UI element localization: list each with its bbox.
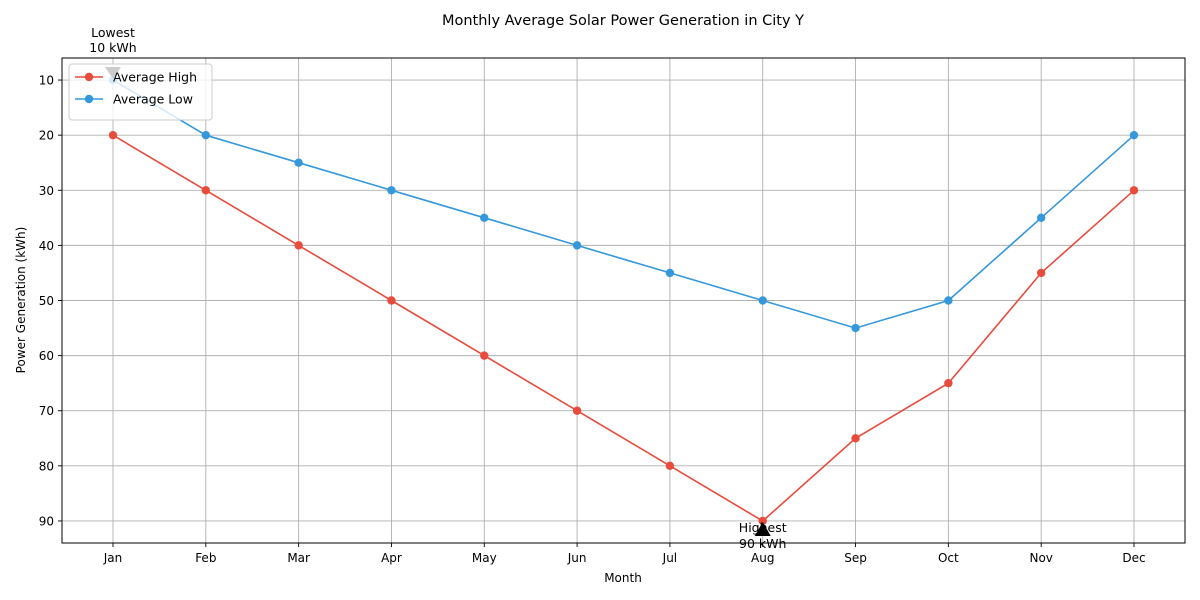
data-point xyxy=(758,296,767,305)
data-point xyxy=(1036,268,1046,278)
x-tick-label: Mar xyxy=(287,551,310,565)
data-point xyxy=(1129,186,1139,195)
series-lines xyxy=(108,75,1139,526)
legend-swatch-marker xyxy=(84,72,94,82)
data-point xyxy=(387,186,396,195)
x-tick-label: Nov xyxy=(1029,551,1052,565)
legend-box xyxy=(68,63,213,121)
y-tick-label: 10 xyxy=(39,74,54,88)
series-line xyxy=(112,134,1135,522)
legend-label: Average High xyxy=(113,70,197,85)
data-point xyxy=(572,241,582,250)
data-point xyxy=(665,268,675,278)
annotation-label: Lowest xyxy=(91,25,135,40)
y-tick-label: 50 xyxy=(39,294,54,308)
series-line xyxy=(112,79,1135,329)
chart-title: Monthly Average Solar Power Generation i… xyxy=(442,13,804,29)
x-tick-label: Oct xyxy=(938,551,959,565)
data-point xyxy=(758,516,767,526)
data-point xyxy=(1129,130,1139,140)
annotation-arrow xyxy=(754,521,771,536)
data-point xyxy=(480,351,489,360)
data-point xyxy=(294,241,303,250)
legend: Average High Average Low xyxy=(68,63,213,121)
x-tick-label: Jan xyxy=(103,551,123,565)
y-tick-label: 40 xyxy=(39,239,54,253)
x-tick-label: Sep xyxy=(844,551,867,565)
x-tick-label: Apr xyxy=(381,551,402,565)
data-point xyxy=(851,323,860,333)
y-tick-label: 90 xyxy=(39,514,54,528)
data-point xyxy=(108,130,118,140)
data-point xyxy=(851,434,860,443)
data-point xyxy=(294,158,303,167)
annotation-label: Highest xyxy=(739,520,787,535)
data-point xyxy=(201,130,211,140)
data-point xyxy=(480,213,489,223)
annotation-value: 10 kWh xyxy=(89,40,136,55)
x-tick-label: Aug xyxy=(751,551,774,565)
y-tick-label: 20 xyxy=(39,129,54,143)
axis-ticks: Jan Feb Mar Apr May Jun Jul Aug Sep Oct Nov Dec 10 20… xyxy=(39,74,1146,565)
x-tick-label: Feb xyxy=(195,551,216,565)
x-tick-label: Jul xyxy=(662,551,677,565)
data-point xyxy=(944,296,953,305)
y-tick-label: 80 xyxy=(39,459,54,473)
y-tick-label: 30 xyxy=(39,184,54,198)
data-point xyxy=(1036,213,1046,223)
data-point xyxy=(944,378,953,388)
y-axis-label: Power Generation (kWh) xyxy=(14,227,28,374)
x-tick-label: Jun xyxy=(567,551,587,565)
annotation-value: 90 kWh xyxy=(739,536,786,551)
data-point xyxy=(387,296,396,305)
x-tick-label: Dec xyxy=(1122,551,1145,565)
x-tick-label: May xyxy=(472,551,497,565)
legend-label: Average Low xyxy=(113,92,193,107)
grid xyxy=(62,58,1185,543)
data-point xyxy=(665,461,675,471)
data-point xyxy=(572,406,582,415)
data-point xyxy=(201,186,211,195)
legend-swatch-marker xyxy=(84,94,94,104)
y-tick-label: 60 xyxy=(39,349,54,363)
x-axis-label: Month xyxy=(604,571,642,585)
y-tick-label: 70 xyxy=(39,404,54,418)
